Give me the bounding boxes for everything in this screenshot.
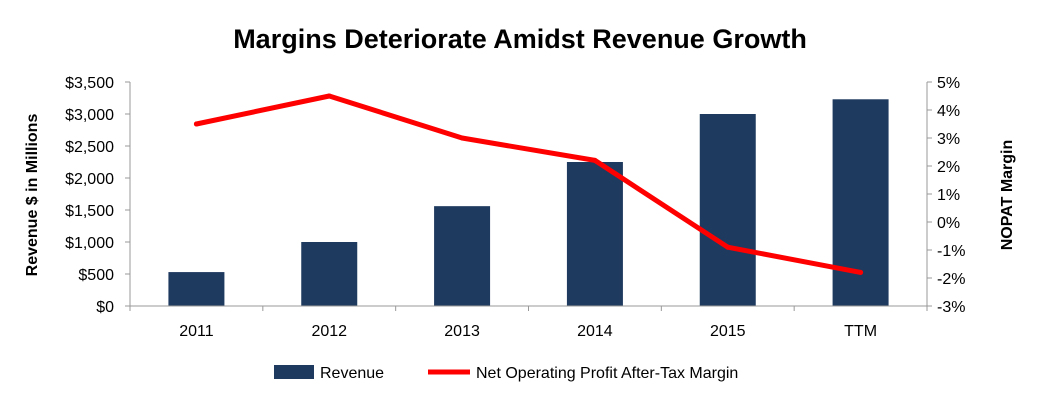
x-tick-label: TTM	[844, 323, 877, 340]
margin-line-path	[193, 93, 864, 275]
revenue-bar	[832, 99, 889, 306]
revenue-bar	[434, 206, 491, 306]
revenue-bar	[168, 272, 225, 306]
y2-tick-label: 5%	[937, 75, 960, 92]
y2-tick-label: -2%	[937, 271, 965, 288]
y2-tick-label: -3%	[937, 299, 965, 316]
x-tick-label: 2012	[311, 323, 347, 340]
revenue-bar	[699, 114, 756, 306]
legend: Revenue Net Operating Profit After-Tax M…	[274, 365, 738, 382]
y2-tick-label: 3%	[937, 131, 960, 148]
y-tick-label: $3,000	[65, 107, 114, 124]
margin-point	[193, 121, 199, 127]
x-tick-label: 2015	[710, 323, 746, 340]
y2-tick-label: 4%	[937, 103, 960, 120]
x-tick-label: 2014	[577, 323, 613, 340]
y-tick-label: $1,500	[65, 203, 114, 220]
revenue-bar	[566, 162, 623, 306]
x-tick-label: 2011	[179, 323, 214, 340]
legend-revenue-label: Revenue	[320, 365, 384, 382]
y-axis-ticks: $0 $500 $1,000 $1,500 $2,000 $2,500 $3,000 $3,5…	[65, 75, 130, 316]
y-tick-label: $1,000	[65, 235, 114, 252]
y-tick-label: $3,500	[65, 75, 114, 92]
y2-tick-label: 2%	[937, 159, 960, 176]
y2-axis-label: NOPAT Margin	[999, 140, 1016, 251]
legend-margin-label: Net Operating Profit After-Tax Margin	[476, 365, 738, 382]
y-axis-label: Revenue $ in Millions	[24, 114, 41, 277]
y2-axis-ticks: -3% -2% -1% 0% 1% 2% 3% 4% 5%	[927, 75, 965, 316]
margin-line	[193, 93, 864, 275]
margin-point	[592, 157, 598, 163]
y-tick-label: $0	[96, 299, 114, 316]
y-tick-label: $2,000	[65, 171, 114, 188]
y2-tick-label: -1%	[937, 243, 965, 260]
margin-point	[725, 244, 731, 250]
x-axis-ticks: 2011 2012 2013 2014 2015 TTM	[129, 306, 928, 340]
y-tick-label: $2,500	[65, 139, 114, 156]
margin-point	[858, 269, 864, 275]
revenue-bar	[301, 242, 358, 306]
x-tick-label: 2013	[444, 323, 480, 340]
y-tick-label: $500	[78, 267, 114, 284]
revenue-bars	[168, 99, 889, 306]
y2-tick-label: 0%	[937, 215, 960, 232]
legend-revenue-swatch	[274, 365, 314, 379]
margin-point	[326, 93, 332, 99]
chart-title: Margins Deteriorate Amidst Revenue Growt…	[233, 24, 807, 54]
margin-point	[459, 135, 465, 141]
y2-tick-label: 1%	[937, 187, 960, 204]
